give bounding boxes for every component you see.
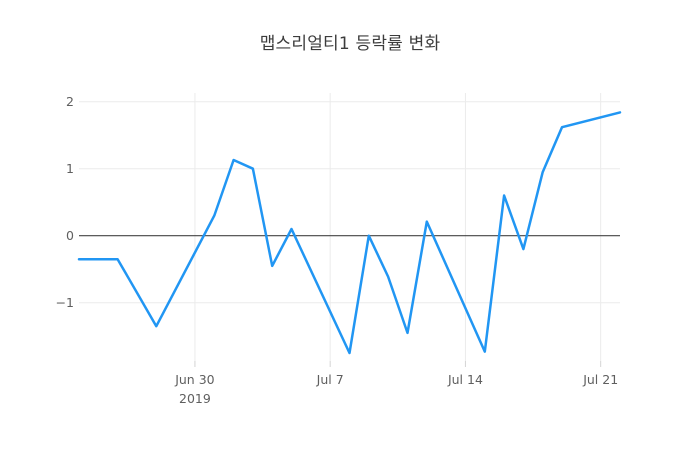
x-tick-label: Jul 14	[447, 372, 483, 387]
y-tick-label: 2	[66, 94, 74, 109]
x-tick-label: Jul 21	[582, 372, 618, 387]
y-tick-label: −1	[56, 295, 74, 310]
series-line	[77, 111, 622, 355]
chart-title: 맵스리얼티1 등락률 변화	[259, 34, 441, 54]
x-tick-label: Jun 30	[174, 372, 214, 387]
y-tick-label: 1	[66, 161, 74, 176]
y-tick-label: 0	[66, 228, 74, 243]
x-tick-label: Jul 7	[316, 372, 344, 387]
x-tick-sublabel: 2019	[179, 391, 211, 406]
